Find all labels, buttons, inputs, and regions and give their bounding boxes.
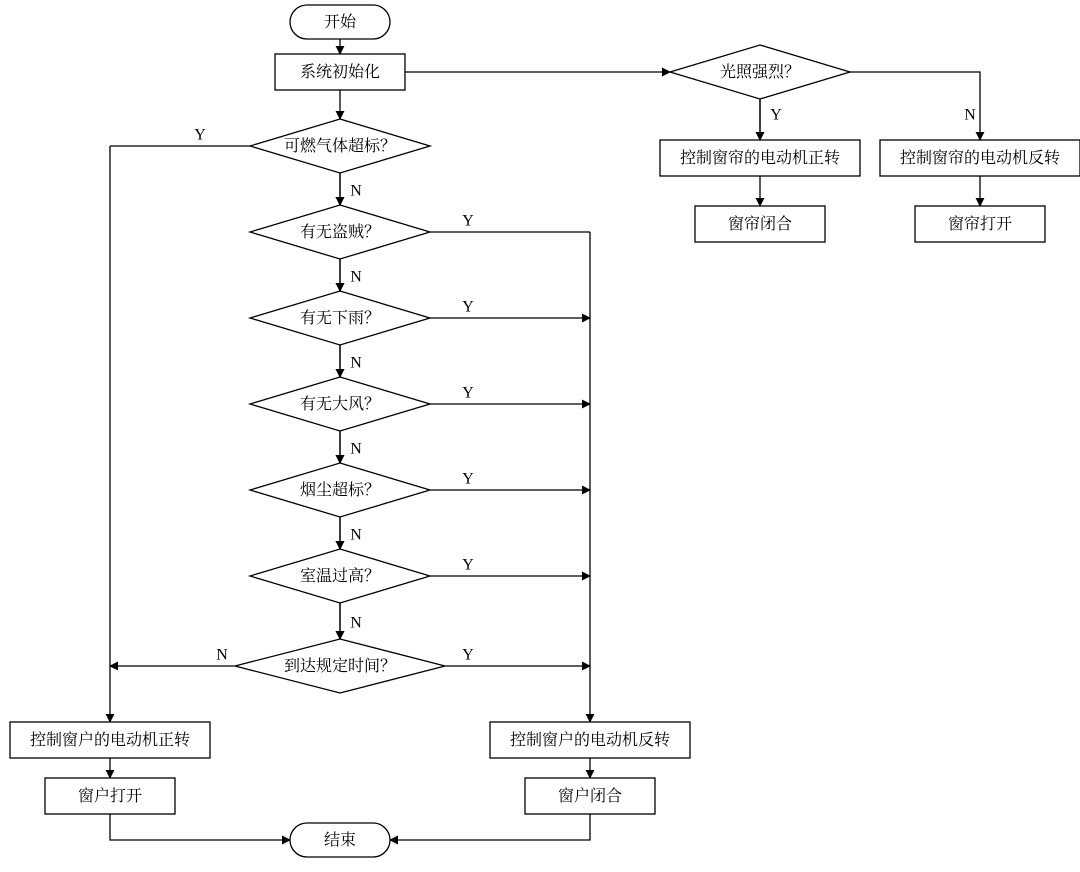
curRev-label: 控制窗帘的电动机反转 (900, 145, 1060, 168)
curFwd-label: 控制窗帘的电动机正转 (680, 145, 840, 168)
gas-label: 可燃气体超标？ (284, 133, 396, 156)
end-label: 结束 (324, 827, 356, 850)
curOpen-label: 窗帘打开 (948, 211, 1012, 234)
smoke-label: 烟尘超标？ (300, 477, 380, 500)
flowchart-canvas: 开始系统初始化可燃气体超标？ 有无盗贼？ 有无下雨？ 有无大风？ 烟尘超标？ 室温过高？ 到… (0, 0, 1080, 872)
start-label: 开始 (324, 9, 357, 32)
svg-text:Y: Y (194, 127, 206, 144)
winFwd-label: 控制窗户的电动机正转 (30, 727, 190, 750)
svg-text:N: N (350, 355, 362, 372)
svg-text:N: N (964, 107, 976, 124)
winOpen-label: 窗户打开 (78, 783, 142, 806)
svg-text:N: N (350, 615, 362, 632)
svg-text:Y: Y (462, 557, 474, 574)
svg-text:Y: Y (462, 647, 474, 664)
svg-text:Y: Y (770, 107, 782, 124)
winClose-label: 窗户闭合 (558, 783, 622, 806)
winRev-label: 控制窗户的电动机反转 (510, 727, 670, 750)
svg-text:Y: Y (462, 213, 474, 230)
light-label: 光照强烈？ (720, 59, 800, 82)
svg-text:N: N (216, 647, 228, 664)
wind-label: 有无大风？ (300, 391, 380, 414)
rain-label: 有无下雨？ (300, 305, 380, 328)
curClose-label: 窗帘闭合 (728, 211, 792, 234)
svg-text:N: N (350, 183, 362, 200)
svg-text:Y: Y (462, 299, 474, 316)
svg-text:N: N (350, 441, 362, 458)
init-label: 系统初始化 (300, 59, 380, 82)
thief-label: 有无盗贼？ (300, 219, 380, 242)
time-label: 到达规定时间？ (284, 653, 396, 676)
svg-text:Y: Y (462, 385, 474, 402)
svg-text:N: N (350, 269, 362, 286)
svg-text:Y: Y (462, 471, 474, 488)
temp-label: 室温过高？ (300, 563, 380, 586)
svg-text:N: N (350, 527, 362, 544)
